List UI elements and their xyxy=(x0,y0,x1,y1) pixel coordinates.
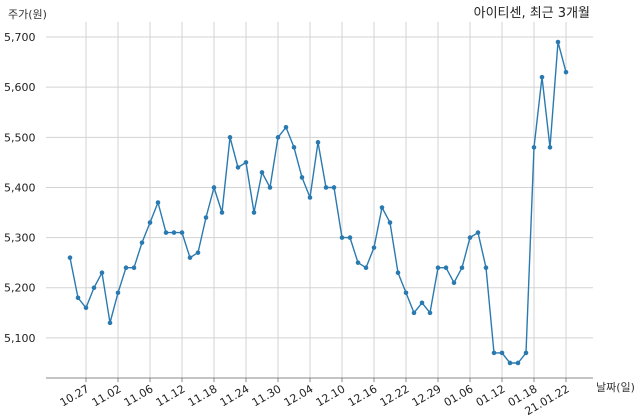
x-tick-label: 12.04 xyxy=(282,382,316,409)
tick-labels: 5,100 5,200 5,300 5,400 5,500 5,600 5,700 10.27… xyxy=(4,31,572,418)
price-point xyxy=(307,195,313,200)
x-tick-label: 12.10 xyxy=(314,382,348,409)
price-point xyxy=(299,175,305,180)
price-point xyxy=(387,220,393,225)
y-tick-label: 5,700 xyxy=(4,31,36,44)
y-tick-label: 5,500 xyxy=(4,131,36,144)
price-point xyxy=(499,350,505,356)
price-point xyxy=(323,185,329,190)
price-point xyxy=(235,165,241,170)
x-tick-label: 01.12 xyxy=(474,382,508,409)
price-point xyxy=(395,270,401,276)
series-price xyxy=(67,39,569,366)
price-point xyxy=(483,265,489,270)
price-point xyxy=(403,290,409,296)
y-tick-label: 5,200 xyxy=(4,282,36,295)
price-point xyxy=(115,290,121,296)
price-point xyxy=(371,245,377,250)
price-point xyxy=(179,230,185,235)
price-point xyxy=(435,265,441,270)
price-point xyxy=(163,230,169,235)
price-point xyxy=(491,350,497,356)
price-point xyxy=(171,230,177,235)
price-point xyxy=(203,215,209,220)
price-point xyxy=(427,310,433,316)
x-tick-label: 10.27 xyxy=(58,382,92,409)
grid xyxy=(46,22,593,378)
chart-title: 아이티센, 최근 3개월 xyxy=(474,6,590,21)
price-point xyxy=(291,145,297,150)
y-tick-label: 5,400 xyxy=(4,181,36,194)
price-point xyxy=(155,200,161,205)
price-point xyxy=(515,360,521,366)
price-point xyxy=(251,210,257,215)
price-point xyxy=(123,265,129,270)
x-tick-label: 11.12 xyxy=(154,382,188,409)
price-point xyxy=(67,255,73,260)
price-point xyxy=(459,265,465,270)
price-point xyxy=(339,235,345,240)
price-point xyxy=(363,265,369,270)
price-point xyxy=(219,210,225,215)
price-point xyxy=(331,185,337,190)
price-point xyxy=(283,124,289,130)
price-point xyxy=(347,235,353,240)
price-point xyxy=(547,145,553,150)
x-tick-label: 01.06 xyxy=(442,382,476,409)
axes xyxy=(46,377,593,382)
x-tick-label: 12.16 xyxy=(346,382,380,409)
price-point xyxy=(131,265,137,270)
y-tick-label: 5,600 xyxy=(4,81,36,94)
price-point xyxy=(259,170,265,175)
x-tick-label: 11.02 xyxy=(90,382,124,409)
price-point xyxy=(419,300,425,306)
price-point xyxy=(147,220,153,225)
y-axis-label: 주가(원) xyxy=(8,8,47,21)
price-point xyxy=(555,39,561,45)
price-point xyxy=(211,185,217,190)
price-point xyxy=(523,350,529,356)
price-point xyxy=(467,235,473,240)
price-line xyxy=(69,41,567,364)
price-point xyxy=(139,240,145,245)
price-point xyxy=(195,250,201,255)
price-point xyxy=(187,255,193,260)
x-tick-label: 11.18 xyxy=(186,382,220,409)
price-point xyxy=(507,360,513,366)
price-point xyxy=(267,185,273,190)
price-point xyxy=(83,305,89,311)
price-point xyxy=(243,160,249,165)
y-tick-label: 5,300 xyxy=(4,232,36,245)
price-point xyxy=(531,145,537,150)
price-point xyxy=(75,295,81,301)
price-point xyxy=(379,205,385,210)
price-point xyxy=(451,280,457,286)
x-tick-label: 11.24 xyxy=(218,382,252,409)
price-point xyxy=(563,69,569,75)
price-point xyxy=(475,230,481,235)
price-point xyxy=(411,310,417,316)
price-point xyxy=(91,285,97,291)
price-point xyxy=(99,270,105,276)
price-point xyxy=(539,74,545,80)
price-point xyxy=(275,135,281,140)
price-point xyxy=(355,260,361,265)
x-tick-label: 11.30 xyxy=(250,382,284,409)
price-point xyxy=(443,265,449,270)
y-tick-label: 5,100 xyxy=(4,332,36,345)
x-tick-label: 12.22 xyxy=(378,382,412,409)
price-point xyxy=(315,140,321,145)
price-point xyxy=(227,135,233,140)
x-tick-label: 12.29 xyxy=(410,382,444,409)
price-point xyxy=(107,320,113,326)
x-tick-label: 11.06 xyxy=(122,382,156,409)
x-axis-label: 날짜(일) xyxy=(596,380,635,394)
